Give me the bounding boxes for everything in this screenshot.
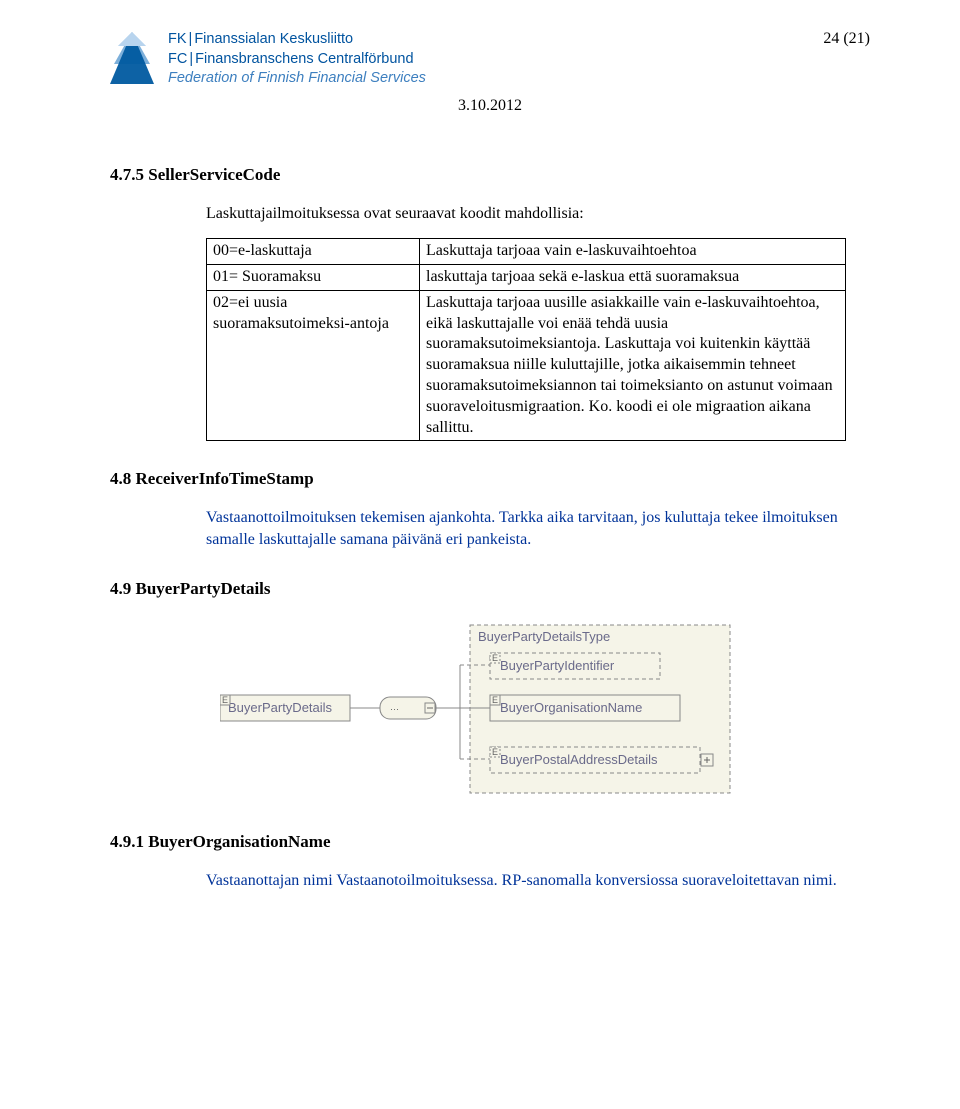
- schema-diagram: BuyerPartyDetails E ⋯ BuyerPartyDetailsT…: [220, 619, 870, 804]
- body-48: Vastaanottoilmoituksen tekemisen ajankoh…: [206, 507, 870, 550]
- codes-table: 00=e-laskuttaja Laskuttaja tarjoaa vain …: [206, 238, 846, 441]
- diagram-root-label: BuyerPartyDetails: [228, 700, 333, 715]
- org-block: FK|Finanssialan Keskusliitto FC|Finansbr…: [168, 30, 426, 89]
- heading-49: 4.9 BuyerPartyDetails: [110, 579, 870, 599]
- desc-cell: laskuttaja tarjoaa sekä e-laskua että su…: [420, 265, 846, 291]
- diagram-child-1: BuyerPartyIdentifier: [500, 658, 615, 673]
- intro-475: Laskuttajailmoituksessa ovat seuraavat k…: [206, 203, 870, 225]
- table-row: 02=ei uusia suoramaksutoimeksi-antoja La…: [207, 290, 846, 441]
- code-cell: 00=e-laskuttaja: [207, 239, 420, 265]
- desc-cell: Laskuttaja tarjoaa uusille asiakkaille v…: [420, 290, 846, 441]
- org-prefix-2: FC: [168, 51, 187, 67]
- svg-text:E: E: [492, 695, 498, 705]
- desc-cell: Laskuttaja tarjoaa vain e-laskuvaihtoeht…: [420, 239, 846, 265]
- svg-text:E: E: [492, 653, 498, 663]
- body-491: Vastaanottajan nimi Vastaanotoilmoitukse…: [206, 870, 870, 892]
- heading-48: 4.8 ReceiverInfoTimeStamp: [110, 469, 870, 489]
- org-prefix-1: FK: [168, 31, 187, 47]
- code-cell: 01= Suoramaksu: [207, 265, 420, 291]
- table-row: 00=e-laskuttaja Laskuttaja tarjoaa vain …: [207, 239, 846, 265]
- page-number: 24 (21): [823, 30, 870, 48]
- svg-text:E: E: [492, 747, 498, 757]
- svg-text:⋯: ⋯: [390, 704, 399, 714]
- heading-491: 4.9.1 BuyerOrganisationName: [110, 832, 870, 852]
- diagram-type-label: BuyerPartyDetailsType: [478, 629, 610, 644]
- logo: [110, 30, 154, 86]
- table-row: 01= Suoramaksu laskuttaja tarjoaa sekä e…: [207, 265, 846, 291]
- org-name-1: Finanssialan Keskusliitto: [194, 31, 353, 47]
- code-cell: 02=ei uusia suoramaksutoimeksi-antoja: [207, 290, 420, 441]
- date: 3.10.2012: [110, 97, 870, 115]
- org-name-3: Federation of Finnish Financial Services: [168, 69, 426, 89]
- heading-475: 4.7.5 SellerServiceCode: [110, 165, 870, 185]
- diagram-child-3: BuyerPostalAddressDetails: [500, 752, 658, 767]
- org-name-2: Finansbranschens Centralförbund: [195, 51, 413, 67]
- diagram-child-2: BuyerOrganisationName: [500, 700, 642, 715]
- svg-text:E: E: [222, 695, 228, 705]
